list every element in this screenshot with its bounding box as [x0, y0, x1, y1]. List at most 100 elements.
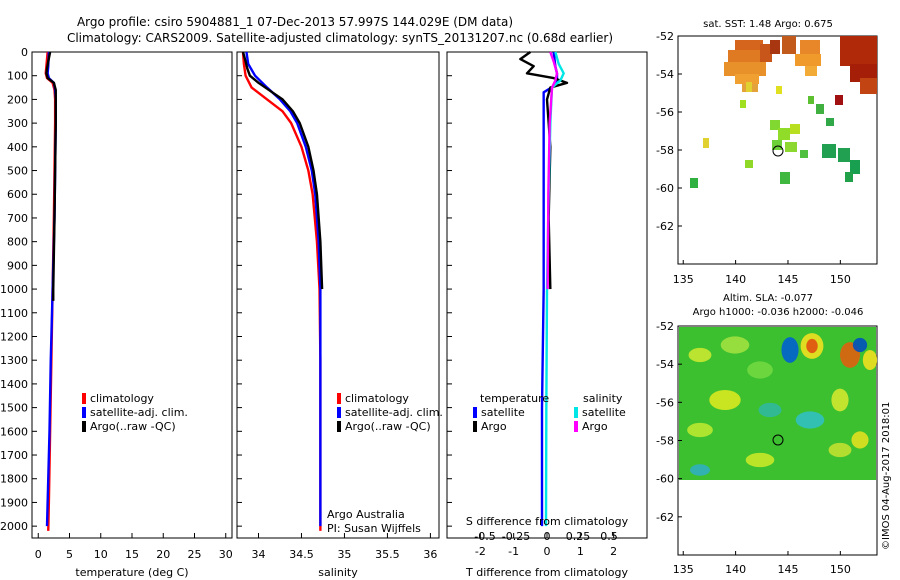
annotation-pi: PI: Susan Wijffels: [327, 522, 421, 535]
temperature-legend: climatology satellite-adj. clim. Argo(..…: [82, 392, 188, 433]
sst-cell: [785, 142, 797, 152]
sla-blob: [687, 422, 713, 438]
header-title-line1: Argo profile: csiro 5904881_1 07-Dec-201…: [77, 15, 513, 29]
s-diff-tick-label: -0.5: [474, 530, 495, 543]
x-tick-label: 34: [251, 548, 265, 561]
sla-map-title-line2: Argo h1000: -0.036 h2000: -0.046: [693, 307, 864, 318]
sla-blob: [806, 338, 818, 354]
legend-swatch-satellite: [337, 407, 341, 418]
series-line-argo-raw-qc-: [45, 51, 57, 301]
lat-tick-label: -52: [656, 320, 674, 333]
sla-blob: [688, 347, 712, 363]
legend-label-satellite: satellite-adj. clim.: [345, 406, 443, 419]
t-difference-xlabel: T difference from climatology: [465, 566, 628, 579]
sla-map-panel: Altim. SLA: -0.077 Argo h1000: -0.036 h2…: [656, 293, 878, 576]
sst-cell: [835, 95, 843, 105]
sst-cell: [728, 50, 766, 64]
lat-tick-label: -58: [656, 144, 674, 157]
depth-tick-label: 700: [7, 212, 28, 225]
lat-tick-label: -60: [656, 473, 674, 486]
temperature-xlabel: temperature (deg C): [75, 566, 188, 579]
sst-cell: [790, 124, 800, 134]
sst-cell: [808, 96, 814, 104]
depth-tick-label: 100: [7, 70, 28, 83]
sst-cell: [795, 54, 821, 66]
series-line-argo-raw-qc-: [241, 51, 324, 290]
legend-label-argo: Argo(..raw -QC): [345, 420, 431, 433]
depth-tick-label: 1500: [0, 402, 28, 415]
legend-label-sal-satellite: satellite: [582, 406, 626, 419]
series-line-satellite-adj-clim-: [245, 51, 322, 527]
depth-tick-label: 1900: [0, 496, 28, 509]
sst-cell: [770, 40, 780, 54]
lat-tick-label: -58: [656, 435, 674, 448]
x-tick-label: 2: [610, 545, 617, 558]
series-line-salinity-argo: [546, 51, 559, 290]
x-tick-label: 10: [94, 548, 108, 561]
sst-cell: [845, 172, 853, 182]
sst-cell: [760, 44, 772, 62]
depth-tick-label: 300: [7, 117, 28, 130]
series-line-climatology: [241, 51, 322, 531]
sla-blob: [862, 350, 878, 370]
legend-swatch-climatology: [82, 393, 86, 404]
x-tick-label: 0: [35, 548, 42, 561]
depth-tick-label: 1200: [0, 330, 28, 343]
lat-tick-label: -52: [656, 30, 674, 43]
x-tick-label: 5: [66, 548, 73, 561]
sla-blob: [758, 402, 782, 418]
lat-tick-label: -62: [656, 511, 674, 524]
sst-cell: [778, 128, 790, 140]
depth-tick-label: 800: [7, 236, 28, 249]
legend-title-salinity: salinity: [583, 392, 623, 405]
sst-cell: [772, 140, 782, 150]
lon-tick-label: 140: [725, 563, 746, 576]
legend-swatch-temp-argo: [473, 421, 477, 432]
legend-swatch-sal-argo: [574, 421, 578, 432]
s-difference-label: S difference from climatology: [466, 515, 629, 528]
difference-legend: temperature satellite Argo salinity sate…: [473, 392, 626, 433]
sst-cell: [735, 74, 759, 84]
temperature-panel: 0100200300400500600700800900100011001200…: [0, 46, 233, 579]
depth-tick-label: 1800: [0, 473, 28, 486]
sst-cell: [800, 40, 820, 54]
lon-tick-label: 150: [830, 273, 851, 286]
sst-cell: [838, 148, 850, 162]
sst-cell: [776, 86, 782, 94]
legend-label-sal-argo: Argo: [582, 420, 608, 433]
sst-map-panel: sat. SST: 1.48 Argo: 0.675 135 140 145 150 -…: [656, 19, 878, 286]
lat-tick-label: -62: [656, 220, 674, 233]
sst-cell: [745, 160, 753, 168]
lon-tick-label: 145: [777, 563, 798, 576]
legend-swatch-argo: [82, 421, 86, 432]
depth-tick-label: 200: [7, 93, 28, 106]
depth-tick-label: 500: [7, 165, 28, 178]
s-diff-tick-label: 0: [544, 530, 551, 543]
lon-tick-label: 140: [725, 273, 746, 286]
x-tick-label: -1: [508, 545, 519, 558]
salinity-legend: climatology satellite-adj. clim. Argo(..…: [337, 392, 443, 433]
imos-credit: ©IMOS 04-Aug-2017 2018:01: [881, 402, 892, 550]
temperature-axes-frame: [31, 51, 233, 539]
sla-blob: [747, 361, 773, 379]
salinity-panel: 34 34.5 35 35.5 36 salinity climatology sate…: [236, 51, 443, 579]
sst-cell: [770, 120, 780, 130]
sst-field: [690, 36, 877, 188]
depth-tick-label: 1700: [0, 449, 28, 462]
x-tick-label: 25: [188, 548, 202, 561]
argo-position-marker: [772, 434, 784, 446]
x-tick-label: 0: [544, 545, 551, 558]
sla-map-title-line1: Altim. SLA: -0.077: [723, 293, 813, 304]
lon-tick-label: 150: [830, 563, 851, 576]
x-tick-label: 35: [337, 548, 351, 561]
sst-cell: [850, 64, 877, 82]
sst-cell: [746, 82, 752, 92]
lat-tick-label: -56: [656, 396, 674, 409]
sst-cell: [822, 144, 836, 158]
sst-cell: [850, 160, 860, 174]
legend-swatch-argo: [337, 421, 341, 432]
sst-cell: [703, 138, 709, 148]
x-tick-label: 15: [125, 548, 139, 561]
sst-cell: [840, 36, 877, 66]
lat-tick-label: -60: [656, 182, 674, 195]
